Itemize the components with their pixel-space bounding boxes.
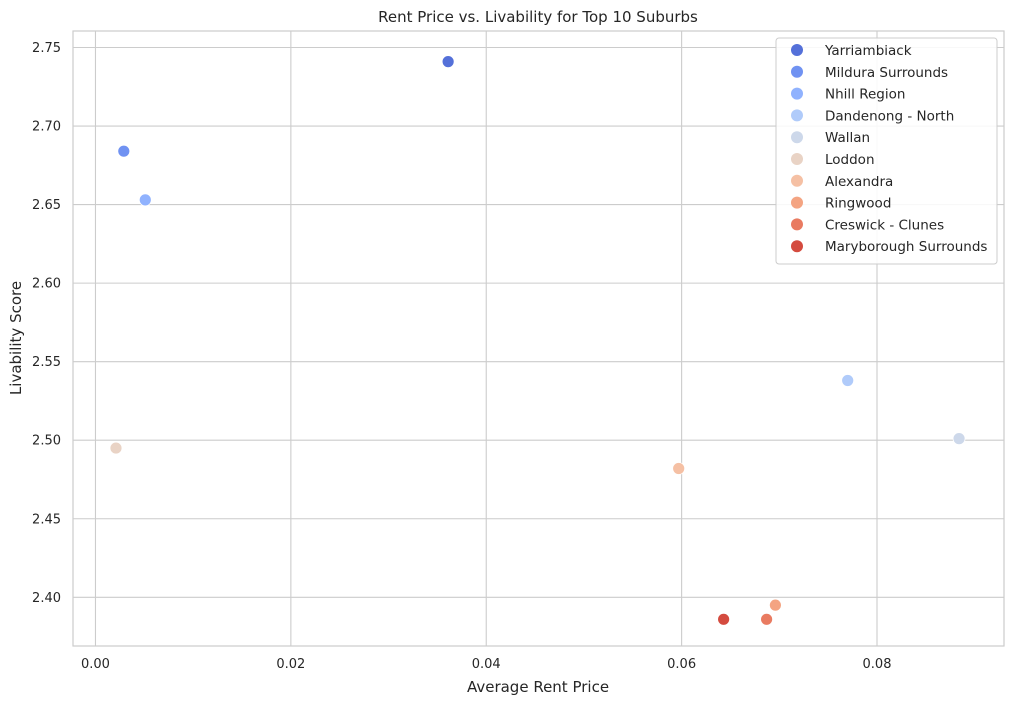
- legend-marker: [791, 196, 803, 209]
- data-point: [672, 462, 686, 475]
- y-tick-label: 2.55: [32, 355, 61, 370]
- data-points: [109, 55, 966, 626]
- x-tick-label: 0.02: [276, 657, 305, 672]
- y-tick-label: 2.70: [32, 120, 61, 135]
- legend: Yarriambiack Mildura Surrounds Nhill Regio…: [775, 37, 998, 265]
- legend-entry-label: Yarriambiack: [824, 43, 912, 59]
- legend-marker: [791, 131, 803, 144]
- y-tick-label: 2.50: [32, 434, 61, 449]
- chart-title: Rent Price vs. Livability for Top 10 Sub…: [378, 8, 698, 26]
- data-point: [717, 612, 731, 626]
- legend-marker: [791, 65, 803, 78]
- legend-marker: [791, 174, 803, 187]
- x-axis-ticks: 0.00 0.02 0.04 0.06 0.08: [81, 657, 891, 672]
- data-point: [117, 144, 131, 158]
- y-axis-ticks: 2.40 2.45 2.50 2.55 2.60 2.65 2.70 2.75: [32, 41, 61, 606]
- plot-frame: [72, 30, 1005, 647]
- x-tick-label: 0.08: [863, 657, 892, 672]
- legend-entry-label: Dandenong - North: [825, 108, 954, 124]
- legend-marker: [791, 109, 803, 122]
- x-tick-label: 0.00: [81, 657, 110, 672]
- x-axis-label: Average Rent Price: [467, 678, 609, 696]
- legend-entry-label: Creswick - Clunes: [825, 217, 944, 233]
- legend-entry-label: Ringwood: [825, 196, 891, 212]
- data-point: [769, 598, 782, 612]
- y-tick-label: 2.65: [32, 198, 61, 213]
- data-point: [441, 55, 455, 69]
- legend-marker: [791, 218, 803, 231]
- data-point: [952, 432, 966, 446]
- legend-entry-label: Mildura Surrounds: [825, 65, 948, 81]
- legend-box: [775, 37, 998, 265]
- y-tick-label: 2.45: [32, 512, 61, 527]
- x-tick-label: 0.06: [667, 657, 696, 672]
- data-point: [841, 374, 855, 387]
- y-tick-label: 2.40: [32, 591, 61, 606]
- legend-entry-label: Nhill Region: [825, 87, 905, 103]
- legend-entry-label: Alexandra: [825, 174, 893, 190]
- data-point: [138, 193, 152, 207]
- legend-marker: [791, 240, 803, 253]
- y-axis-label: Livability Score: [7, 281, 25, 395]
- y-tick-label: 2.75: [32, 41, 61, 56]
- data-point: [109, 441, 123, 455]
- legend-marker: [791, 153, 803, 165]
- legend-entry-label: Loddon: [825, 152, 875, 168]
- x-tick-label: 0.04: [472, 657, 501, 672]
- legend-marker: [791, 44, 803, 56]
- legend-marker: [791, 87, 803, 100]
- y-tick-label: 2.60: [32, 277, 61, 292]
- legend-entry-label: Wallan: [825, 130, 870, 146]
- data-point: [760, 612, 774, 626]
- legend-entry-label: Maryborough Surrounds: [825, 239, 987, 255]
